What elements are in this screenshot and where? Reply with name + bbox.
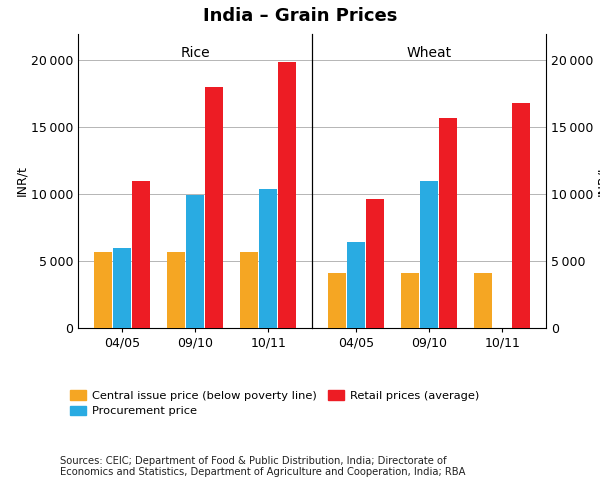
Bar [205, 87, 223, 328]
Bar [278, 62, 296, 328]
Legend: Central issue price (below poverty line), Procurement price, Retail prices (aver: Central issue price (below poverty line)… [65, 386, 484, 421]
Text: Wheat: Wheat [406, 45, 452, 59]
Bar [420, 181, 438, 328]
Bar [366, 200, 383, 328]
Bar [241, 252, 258, 328]
Y-axis label: INR/t: INR/t [596, 165, 600, 196]
Bar [439, 118, 457, 328]
Bar [401, 273, 419, 328]
Bar [186, 196, 204, 328]
Y-axis label: INR/t: INR/t [15, 165, 28, 196]
Bar [94, 252, 112, 328]
Bar [475, 273, 492, 328]
Text: Sources: CEIC; Department of Food & Public Distribution, India; Directorate of
E: Sources: CEIC; Department of Food & Publ… [60, 455, 466, 477]
Bar [113, 248, 131, 328]
Text: Rice: Rice [180, 45, 210, 59]
Bar [259, 189, 277, 328]
Bar [167, 252, 185, 328]
Bar [347, 242, 365, 328]
Bar [512, 103, 530, 328]
Bar [328, 273, 346, 328]
Text: India – Grain Prices: India – Grain Prices [203, 7, 397, 25]
Bar [132, 181, 149, 328]
